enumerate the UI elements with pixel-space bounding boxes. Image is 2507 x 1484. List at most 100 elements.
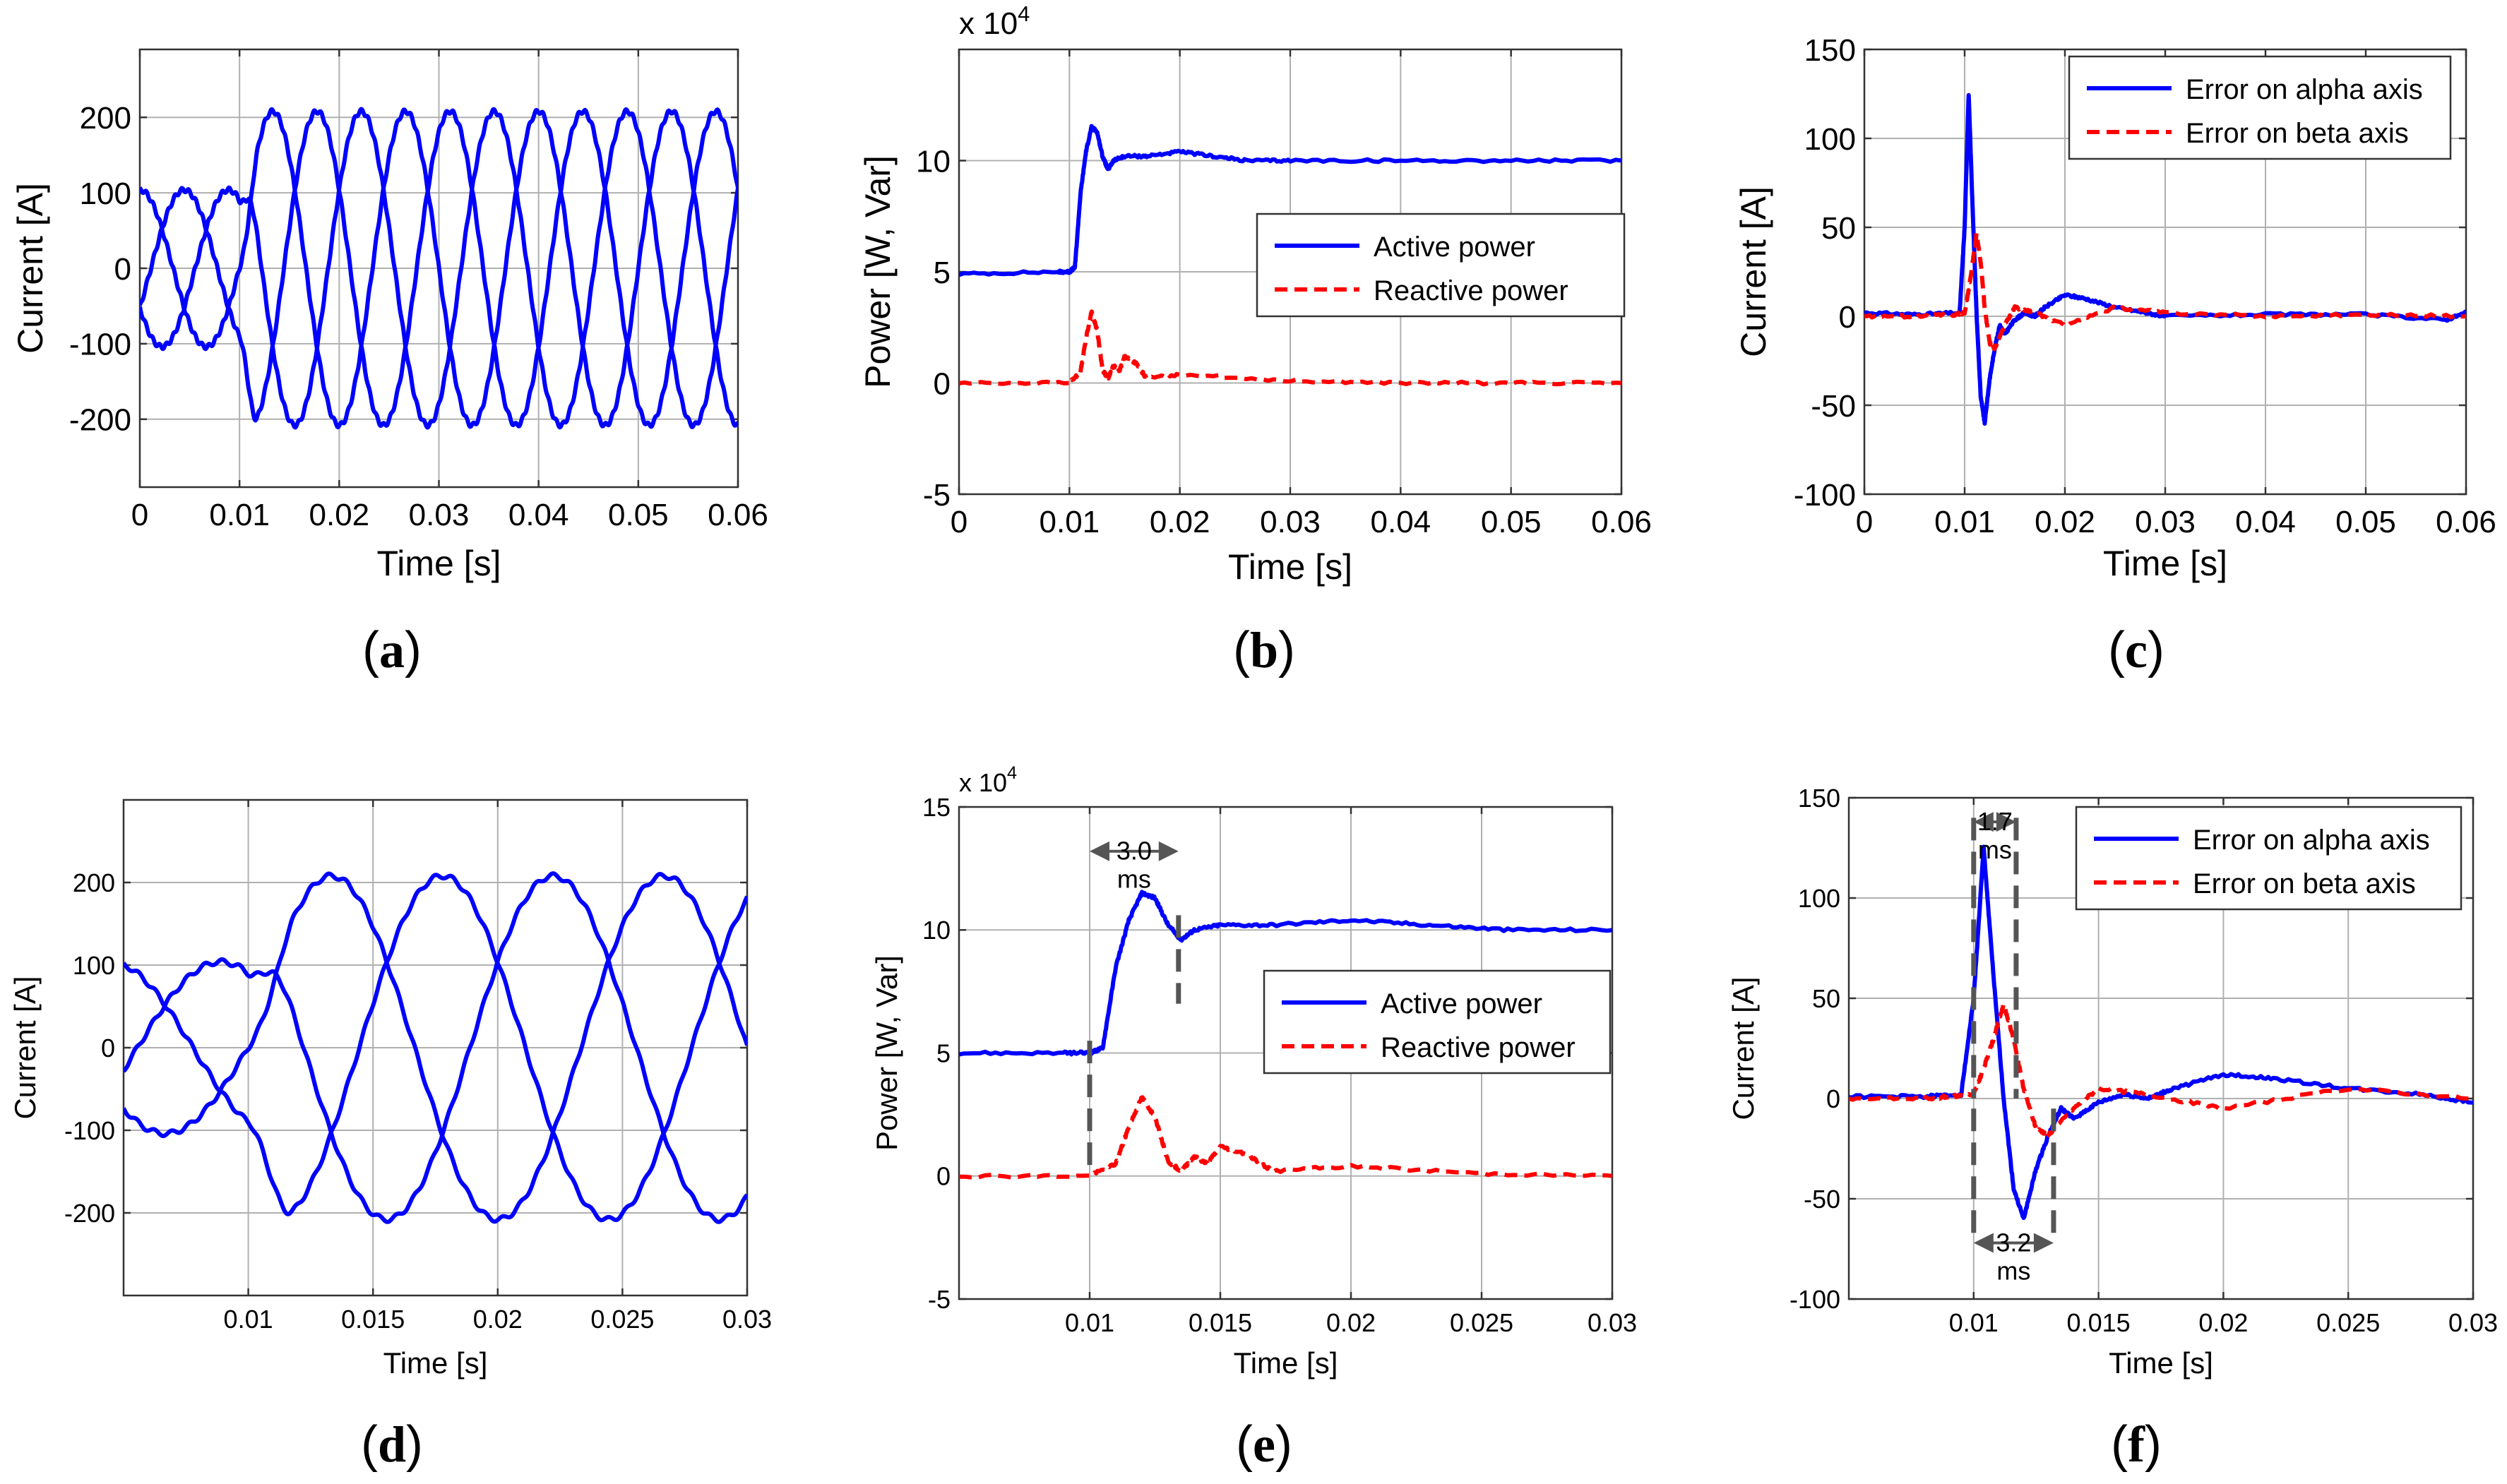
- y-tick-label: 100: [1804, 122, 1856, 157]
- x-tick-label: 0.01: [209, 498, 270, 532]
- interval-arrow-head: [1996, 812, 2016, 832]
- panel-tag-letter: a: [379, 622, 405, 678]
- exponent-label: x 104: [959, 1, 1030, 41]
- y-tick-label: 5: [936, 1039, 951, 1067]
- y-tick-label: -100: [1790, 1285, 1840, 1314]
- series-line-error-on-beta-axis: [1864, 231, 2466, 352]
- legend-label: Active power: [1374, 232, 1535, 263]
- x-tick-label: 0.04: [2235, 505, 2296, 539]
- x-tick-label: 0.025: [1450, 1308, 1513, 1337]
- legend-label: Reactive power: [1374, 275, 1568, 306]
- series-line-reactive-power: [959, 309, 1621, 387]
- x-tick-label: 0.015: [2067, 1308, 2131, 1337]
- x-tick-label: 0.06: [708, 498, 768, 532]
- interval-arrow-head: [1090, 841, 1109, 861]
- interval-value: 3.2: [1996, 1228, 2031, 1257]
- legend-box: [1263, 969, 1612, 1075]
- x-tick-label: 0.03: [1260, 505, 1321, 539]
- series-line-phase-a: [124, 871, 747, 1224]
- y-tick-label: -5: [923, 478, 951, 513]
- exponent-base: x 10: [959, 768, 1007, 797]
- x-axis-label: Time [s]: [1234, 1346, 1338, 1380]
- y-tick-label: 50: [1812, 984, 1840, 1013]
- y-tick-label: -200: [64, 1199, 115, 1228]
- panel-tag-open: (: [361, 1416, 378, 1473]
- y-axis-label: Power [W, Var]: [858, 155, 898, 388]
- chart-panel-c: 0 0.01 0.02 0.03 0.04 0.05 0.06 -100 -50 0 50 100 15…: [1734, 33, 2496, 678]
- legend-label: Error on beta axis: [2193, 868, 2416, 899]
- chart-panel-a: 0 0.01 0.02 0.03 0.04 0.05 0.06 -200 -100 0 100 200…: [11, 48, 768, 678]
- panel-tag: (b): [1233, 622, 1295, 678]
- interval-arrow-head: [1973, 1233, 1994, 1253]
- panel-tag-close: ): [1278, 622, 1295, 678]
- y-tick-label: 200: [73, 868, 115, 897]
- y-axis-label: Current [A]: [1734, 186, 1773, 357]
- y-tick-label: -100: [69, 328, 131, 362]
- exponent-power: 4: [1018, 1, 1030, 26]
- x-tick-label: 0: [951, 505, 967, 539]
- x-tick-label: 0.04: [1371, 505, 1431, 539]
- exponent-base: x 10: [959, 6, 1018, 41]
- panel-tag: (e): [1236, 1416, 1292, 1473]
- x-tick-label: 0.01: [224, 1305, 273, 1334]
- x-tick-label: 0.03: [722, 1305, 772, 1334]
- y-tick-label: 0: [101, 1034, 115, 1063]
- y-tick-label: 0: [1826, 1084, 1840, 1113]
- panel-tag-close: ): [2145, 1416, 2162, 1473]
- x-tick-label: 0.03: [2448, 1308, 2498, 1337]
- panel-tag-open: (: [1233, 622, 1250, 678]
- x-axis-label: Time [s]: [2103, 544, 2227, 583]
- panel-tag: (f): [2111, 1416, 2162, 1473]
- y-tick-label: 15: [922, 793, 951, 822]
- y-axis-label: Current [A]: [11, 183, 50, 354]
- panel-tag-close: ): [1275, 1416, 1292, 1473]
- legend-label: Reactive power: [1381, 1032, 1576, 1063]
- y-tick-label: 150: [1804, 33, 1856, 68]
- x-tick-label: 0.02: [2035, 505, 2095, 539]
- x-tick-label: 0.02: [309, 498, 370, 532]
- interval-value: 1.7: [1977, 807, 2013, 836]
- y-axis-label: Power [W, Var]: [870, 955, 903, 1151]
- y-tick-label: 0: [934, 366, 951, 401]
- series-line-phase-b: [124, 873, 747, 1223]
- legend-label: Error on beta axis: [2186, 118, 2409, 149]
- x-tick-label: 0.01: [1040, 505, 1100, 539]
- x-tick-label: 0.025: [590, 1305, 654, 1334]
- legend-label: Active power: [1381, 988, 1542, 1019]
- chart-panel-d: 0.01 0.015 0.02 0.025 0.03 -200 -100 0 100 200 Tim…: [8, 798, 772, 1473]
- interval-arrow-head: [1973, 812, 1994, 832]
- x-tick-label: 0.02: [1150, 505, 1210, 539]
- y-tick-label: 10: [922, 916, 951, 945]
- panel-tag-letter: e: [1253, 1416, 1275, 1473]
- x-tick-label: 0.06: [2436, 505, 2496, 539]
- x-tick-label: 0.02: [2198, 1308, 2248, 1337]
- x-tick-label: 0.05: [608, 498, 669, 532]
- x-axis-label: Time [s]: [1228, 547, 1352, 587]
- panel-tag-open: (: [2111, 1416, 2128, 1473]
- series-line-phase-a: [140, 107, 738, 430]
- legend-box: [1256, 213, 1626, 318]
- x-tick-label: 0.05: [1481, 505, 1542, 539]
- y-tick-label: -100: [64, 1116, 115, 1145]
- panel-tag: (d): [361, 1416, 423, 1473]
- y-tick-label: 0: [114, 252, 131, 287]
- exponent-label: x 104: [959, 763, 1017, 797]
- interval-unit: ms: [1978, 835, 2012, 864]
- series-line-phase-c: [140, 107, 738, 430]
- series-line-active-power: [959, 890, 1612, 1057]
- interval-value: 3.0: [1116, 837, 1152, 866]
- y-tick-label: 5: [934, 256, 951, 290]
- y-tick-label: 0: [936, 1162, 951, 1191]
- x-tick-label: 0.02: [473, 1305, 523, 1334]
- y-tick-label: -50: [1811, 389, 1856, 424]
- panel-tag-letter: f: [2128, 1416, 2145, 1473]
- series-line-error-on-alpha-axis: [1864, 92, 2466, 426]
- x-tick-label: 0.01: [1065, 1308, 1114, 1337]
- y-tick-label: -5: [928, 1285, 951, 1314]
- plot-frame: [1847, 796, 2475, 1300]
- x-tick-label: 0.01: [1949, 1308, 1999, 1337]
- exponent-power: 4: [1007, 763, 1017, 783]
- interval-arrow-head: [1158, 841, 1179, 861]
- x-tick-label: 0.015: [1189, 1308, 1252, 1337]
- y-tick-label: 10: [916, 144, 951, 179]
